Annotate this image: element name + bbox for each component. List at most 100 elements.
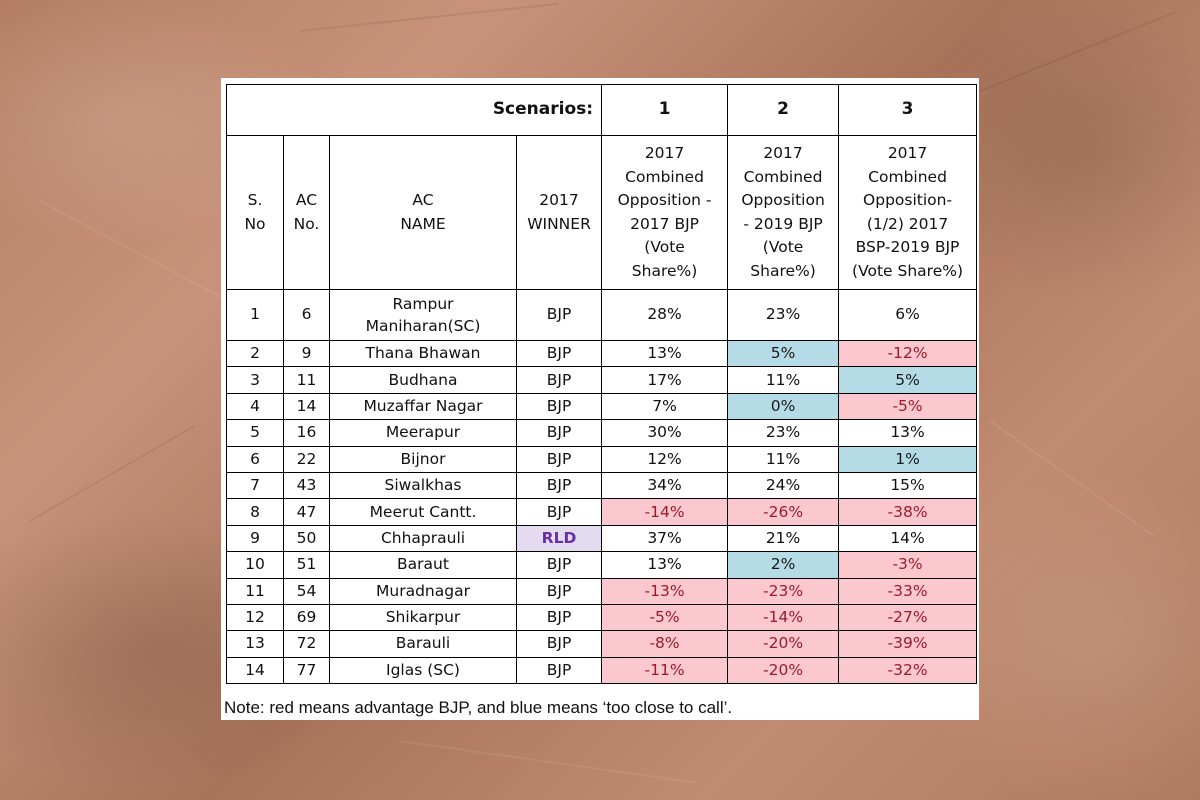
scenario-2-header: 2: [727, 84, 840, 136]
scenario-3-header: 3: [838, 84, 978, 136]
scenario-2-cell: -20%: [727, 630, 840, 658]
winner-cell: BJP: [515, 419, 603, 447]
sno-cell: 7: [226, 471, 284, 500]
table-row: 4 14 Muzaffar Nagar BJP 7% 0% -5%: [226, 392, 978, 421]
scenario-2-desc: 2017 Combined Opposition - 2019 BJP (Vote Sha…: [727, 135, 840, 290]
winner-cell: BJP: [515, 603, 603, 632]
acname-cell: Bijnor: [329, 445, 517, 473]
acname-cell: Meerapur: [329, 419, 517, 447]
acname-cell: Muradnagar: [329, 577, 517, 605]
scenario-2-cell: 11%: [727, 366, 840, 394]
table-row: 8 47 Meerut Cantt. BJP -14% -26% -38%: [226, 498, 978, 526]
table-row: 13 72 Barauli BJP -8% -20% -39%: [226, 630, 978, 658]
scenario-1-cell: -5%: [601, 603, 729, 632]
winner-cell: BJP: [515, 366, 603, 394]
acname-cell: Thana Bhawan: [329, 339, 517, 368]
scenario-3-cell: 6%: [838, 289, 978, 341]
scenario-2-cell: 0%: [727, 392, 840, 421]
sno-cell: 14: [226, 656, 284, 685]
sno-cell: 13: [226, 630, 284, 658]
scenario-1-cell: -14%: [601, 498, 729, 526]
sno-cell: 9: [226, 524, 284, 553]
scenario-2-cell: 21%: [727, 524, 840, 553]
scenario-3-cell: -39%: [838, 630, 978, 658]
table-row: 9 50 Chhaprauli RLD 37% 21% 14%: [226, 524, 978, 553]
winner-cell: BJP: [515, 498, 603, 526]
sno-header: S. No: [226, 135, 284, 290]
scenario-3-cell: -38%: [838, 498, 978, 526]
scenario-3-cell: -33%: [838, 577, 978, 605]
scenario-3-cell: -32%: [838, 656, 978, 685]
acname-cell: Siwalkhas: [329, 471, 517, 500]
scenario-1-cell: 13%: [601, 339, 729, 368]
winner-cell: BJP: [515, 445, 603, 473]
scenario-1-cell: 37%: [601, 524, 729, 553]
winner-cell: BJP: [515, 392, 603, 421]
scenario-1-cell: -11%: [601, 656, 729, 685]
table-row: 3 11 Budhana BJP 17% 11% 5%: [226, 366, 978, 394]
sno-cell: 2: [226, 339, 284, 368]
winner-cell: BJP: [515, 289, 603, 341]
scenario-1-cell: 30%: [601, 419, 729, 447]
scenario-1-cell: 28%: [601, 289, 729, 341]
acno-cell: 47: [283, 498, 330, 526]
acname-cell: Shikarpur: [329, 603, 517, 632]
acno-cell: 16: [283, 419, 330, 447]
table-row: 14 77 Iglas (SC) BJP -11% -20% -32%: [226, 656, 978, 685]
acno-cell: 72: [283, 630, 330, 658]
table-row: 2 9 Thana Bhawan BJP 13% 5% -12%: [226, 339, 978, 368]
scenario-1-cell: -8%: [601, 630, 729, 658]
winner-cell: BJP: [515, 630, 603, 658]
scenario-3-cell: 5%: [838, 366, 978, 394]
acno-cell: 51: [283, 551, 330, 579]
table-row: 11 54 Muradnagar BJP -13% -23% -33%: [226, 577, 978, 605]
scenario-1-cell: 17%: [601, 366, 729, 394]
scenario-3-cell: -27%: [838, 603, 978, 632]
scenario-1-cell: 12%: [601, 445, 729, 473]
sno-cell: 1: [226, 289, 284, 341]
acname-cell: Iglas (SC): [329, 656, 517, 685]
scenario-3-cell: 1%: [838, 445, 978, 473]
scenario-2-cell: 23%: [727, 289, 840, 341]
acno-cell: 77: [283, 656, 330, 685]
scenario-2-cell: 23%: [727, 419, 840, 447]
table-row: 1 6 Rampur Maniharan(SC) BJP 28% 23% 6%: [226, 289, 978, 341]
winner-cell: BJP: [515, 551, 603, 579]
scenario-2-cell: 24%: [727, 471, 840, 500]
scenario-3-desc: 2017 Combined Opposition- (1/2) 2017 BSP-201…: [838, 135, 978, 290]
scenario-2-cell: -26%: [727, 498, 840, 526]
acname-cell: Muzaffar Nagar: [329, 392, 517, 421]
acno-cell: 69: [283, 603, 330, 632]
scenario-3-cell: 15%: [838, 471, 978, 500]
acno-cell: 50: [283, 524, 330, 553]
scenario-2-cell: -14%: [727, 603, 840, 632]
table-sheet: Scenarios: 1 2 3 S. No AC No. AC NAME 2017 W…: [221, 78, 979, 720]
acno-cell: 22: [283, 445, 330, 473]
scenario-1-cell: 34%: [601, 471, 729, 500]
scenario-3-cell: 13%: [838, 419, 978, 447]
acno-cell: 54: [283, 577, 330, 605]
winner-cell: BJP: [515, 656, 603, 685]
sno-cell: 5: [226, 419, 284, 447]
scenario-2-cell: 5%: [727, 339, 840, 368]
winner-cell: BJP: [515, 577, 603, 605]
acname-cell: Budhana: [329, 366, 517, 394]
scenario-1-header: 1: [601, 84, 729, 136]
sno-cell: 4: [226, 392, 284, 421]
scenario-3-cell: -5%: [838, 392, 978, 421]
scenario-2-cell: 2%: [727, 551, 840, 579]
acno-cell: 6: [283, 289, 330, 341]
table-row: 10 51 Baraut BJP 13% 2% -3%: [226, 551, 978, 579]
scenario-table: Scenarios: 1 2 3 S. No AC No. AC NAME 2017 W…: [225, 84, 978, 685]
acno-header: AC No.: [283, 135, 330, 290]
scenario-2-cell: -23%: [727, 577, 840, 605]
table-row: 12 69 Shikarpur BJP -5% -14% -27%: [226, 603, 978, 632]
scenario-2-cell: -20%: [727, 656, 840, 685]
scenario-row: Scenarios: 1 2 3: [225, 84, 978, 136]
scenario-1-cell: -13%: [601, 577, 729, 605]
table-row: 5 16 Meerapur BJP 30% 23% 13%: [226, 419, 978, 447]
column-header-row: S. No AC No. AC NAME 2017 WINNER 2017 Combine…: [226, 135, 978, 290]
acno-cell: 43: [283, 471, 330, 500]
acname-cell: Rampur Maniharan(SC): [329, 289, 517, 341]
legend-note: Note: red means advantage BJP, and blue …: [224, 698, 733, 717]
